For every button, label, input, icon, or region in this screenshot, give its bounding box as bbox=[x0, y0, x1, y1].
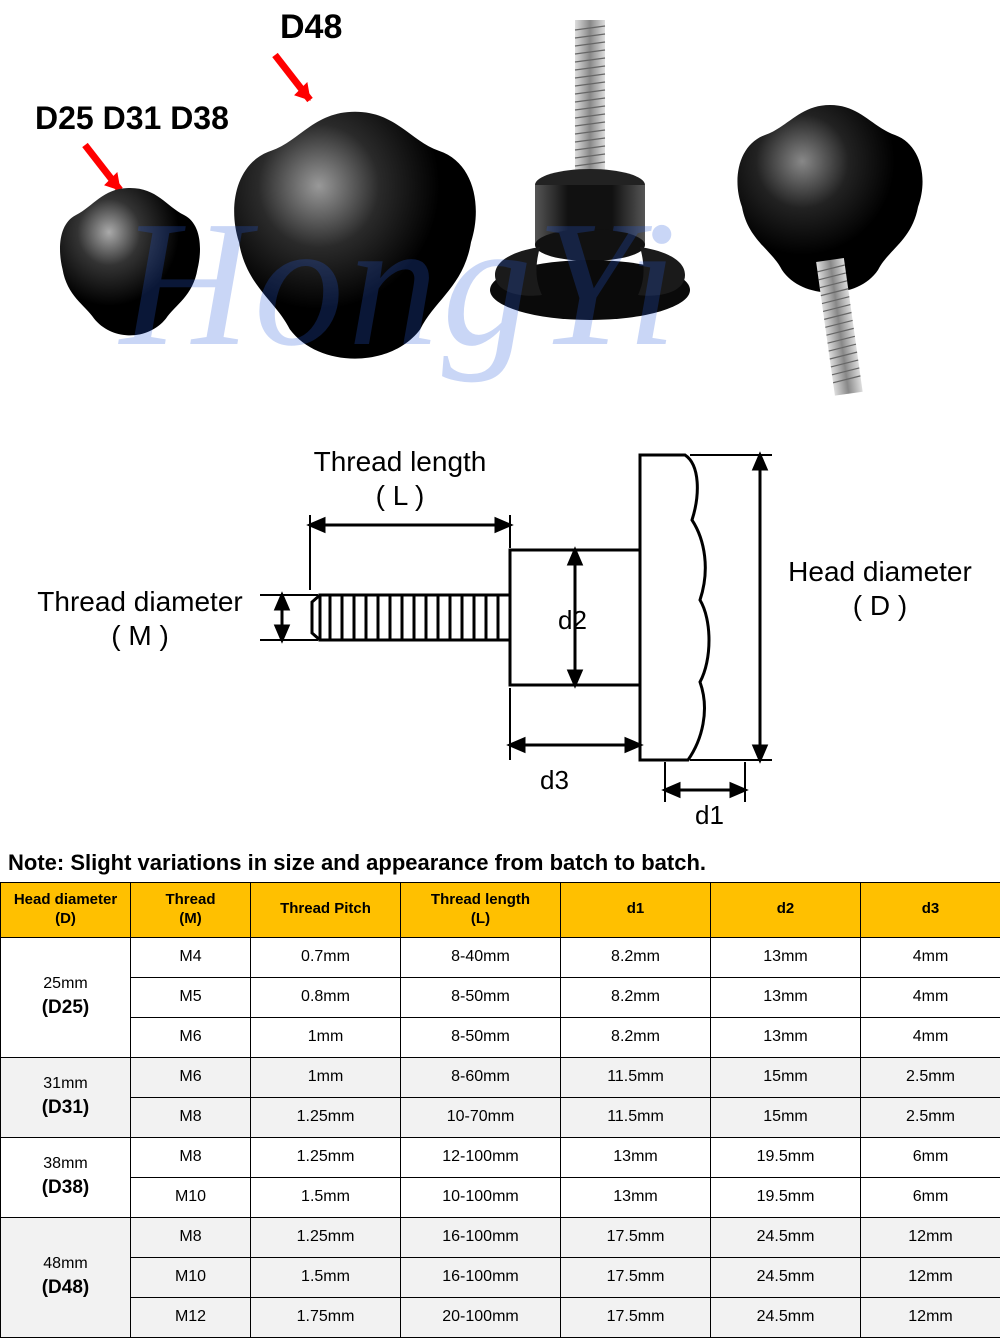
table-cell: M6 bbox=[131, 1017, 251, 1057]
table-cell: 2.5mm bbox=[861, 1097, 1000, 1137]
table-cell: 24.5mm bbox=[711, 1297, 861, 1337]
label-d25-d31-d38: D25 D31 D38 bbox=[35, 100, 229, 137]
table-cell: 1.25mm bbox=[251, 1097, 401, 1137]
table-cell: 16-100mm bbox=[401, 1257, 561, 1297]
table-cell: 8.2mm bbox=[561, 937, 711, 977]
table-cell: M8 bbox=[131, 1137, 251, 1177]
table-cell: 15mm bbox=[711, 1097, 861, 1137]
table-cell: 19.5mm bbox=[711, 1177, 861, 1217]
table-cell: 4mm bbox=[861, 1017, 1000, 1057]
knob-large-illustration bbox=[210, 90, 500, 380]
table-cell: 15mm bbox=[711, 1057, 861, 1097]
table-header-cell: Thread length(L) bbox=[401, 883, 561, 938]
table-row: M101.5mm16-100mm17.5mm24.5mm12mm bbox=[1, 1257, 1000, 1297]
table-cell: 1.25mm bbox=[251, 1217, 401, 1257]
knob-with-thread-up-illustration bbox=[480, 20, 700, 350]
table-cell: 13mm bbox=[711, 937, 861, 977]
table-cell: M4 bbox=[131, 937, 251, 977]
table-cell: 8-60mm bbox=[401, 1057, 561, 1097]
table-header-cell: d2 bbox=[711, 883, 861, 938]
dimension-drawing bbox=[0, 420, 1000, 840]
table-cell: 1.5mm bbox=[251, 1177, 401, 1217]
table-cell: 17.5mm bbox=[561, 1257, 711, 1297]
table-cell: 4mm bbox=[861, 977, 1000, 1017]
spec-table: Head diameter(D)Thread(M)Thread PitchThr… bbox=[0, 882, 1000, 1338]
table-cell: 13mm bbox=[561, 1177, 711, 1217]
table-row: 31mm(D31)M61mm8-60mm11.5mm15mm2.5mm bbox=[1, 1057, 1000, 1097]
table-cell: 8.2mm bbox=[561, 977, 711, 1017]
technical-diagram: Thread length ( L ) Thread diameter ( M … bbox=[0, 420, 1000, 840]
table-cell: 6mm bbox=[861, 1137, 1000, 1177]
table-cell: 16-100mm bbox=[401, 1217, 561, 1257]
table-cell: 11.5mm bbox=[561, 1097, 711, 1137]
table-cell: 1mm bbox=[251, 1057, 401, 1097]
table-cell: 1mm bbox=[251, 1017, 401, 1057]
table-cell: M12 bbox=[131, 1297, 251, 1337]
table-cell: 17.5mm bbox=[561, 1297, 711, 1337]
table-cell: 8.2mm bbox=[561, 1017, 711, 1057]
table-cell: 13mm bbox=[561, 1137, 711, 1177]
table-row: 25mm(D25)M40.7mm8-40mm8.2mm13mm4mm bbox=[1, 937, 1000, 977]
table-cell: 13mm bbox=[711, 1017, 861, 1057]
table-cell: 24.5mm bbox=[711, 1217, 861, 1257]
table-row: M50.8mm8-50mm8.2mm13mm4mm bbox=[1, 977, 1000, 1017]
table-row: M121.75mm20-100mm17.5mm24.5mm12mm bbox=[1, 1297, 1000, 1337]
table-cell: 10-70mm bbox=[401, 1097, 561, 1137]
head-diameter-cell: 31mm(D31) bbox=[1, 1057, 131, 1137]
table-cell: 17.5mm bbox=[561, 1217, 711, 1257]
product-photo-section: D25 D31 D38 D48 bbox=[0, 0, 1000, 420]
table-cell: 4mm bbox=[861, 937, 1000, 977]
head-diameter-cell: 25mm(D25) bbox=[1, 937, 131, 1057]
table-header-cell: Thread(M) bbox=[131, 883, 251, 938]
table-cell: 8-50mm bbox=[401, 1017, 561, 1057]
table-cell: 13mm bbox=[711, 977, 861, 1017]
table-header-cell: d1 bbox=[561, 883, 711, 938]
head-diameter-cell: 48mm(D48) bbox=[1, 1217, 131, 1337]
table-cell: 12mm bbox=[861, 1217, 1000, 1257]
table-cell: 12mm bbox=[861, 1297, 1000, 1337]
table-cell: 1.75mm bbox=[251, 1297, 401, 1337]
table-cell: 12mm bbox=[861, 1257, 1000, 1297]
table-cell: 19.5mm bbox=[711, 1137, 861, 1177]
head-diameter-cell: 38mm(D38) bbox=[1, 1137, 131, 1217]
table-row: 38mm(D38)M81.25mm12-100mm13mm19.5mm6mm bbox=[1, 1137, 1000, 1177]
table-cell: M6 bbox=[131, 1057, 251, 1097]
table-cell: M5 bbox=[131, 977, 251, 1017]
table-row: M61mm8-50mm8.2mm13mm4mm bbox=[1, 1017, 1000, 1057]
batch-variation-note: Note: Slight variations in size and appe… bbox=[8, 850, 706, 876]
table-row: M101.5mm10-100mm13mm19.5mm6mm bbox=[1, 1177, 1000, 1217]
table-cell: 8-50mm bbox=[401, 977, 561, 1017]
table-header-row: Head diameter(D)Thread(M)Thread PitchThr… bbox=[1, 883, 1000, 938]
table-row: 48mm(D48)M81.25mm16-100mm17.5mm24.5mm12m… bbox=[1, 1217, 1000, 1257]
table-header-cell: Head diameter(D) bbox=[1, 883, 131, 938]
table-cell: 20-100mm bbox=[401, 1297, 561, 1337]
table-cell: 24.5mm bbox=[711, 1257, 861, 1297]
table-row: M81.25mm10-70mm11.5mm15mm2.5mm bbox=[1, 1097, 1000, 1137]
table-cell: 11.5mm bbox=[561, 1057, 711, 1097]
table-cell: 12-100mm bbox=[401, 1137, 561, 1177]
knob-with-thread-side-illustration bbox=[700, 95, 960, 405]
table-cell: M10 bbox=[131, 1257, 251, 1297]
table-header-cell: Thread Pitch bbox=[251, 883, 401, 938]
table-cell: 1.5mm bbox=[251, 1257, 401, 1297]
table-cell: 6mm bbox=[861, 1177, 1000, 1217]
table-cell: M8 bbox=[131, 1217, 251, 1257]
table-cell: 0.7mm bbox=[251, 937, 401, 977]
table-cell: 8-40mm bbox=[401, 937, 561, 977]
table-cell: 2.5mm bbox=[861, 1057, 1000, 1097]
table-cell: M8 bbox=[131, 1097, 251, 1137]
table-cell: 1.25mm bbox=[251, 1137, 401, 1177]
table-header-cell: d3 bbox=[861, 883, 1000, 938]
knob-small-illustration bbox=[40, 170, 220, 350]
table-cell: 10-100mm bbox=[401, 1177, 561, 1217]
table-cell: M10 bbox=[131, 1177, 251, 1217]
label-d48: D48 bbox=[280, 8, 342, 47]
table-cell: 0.8mm bbox=[251, 977, 401, 1017]
